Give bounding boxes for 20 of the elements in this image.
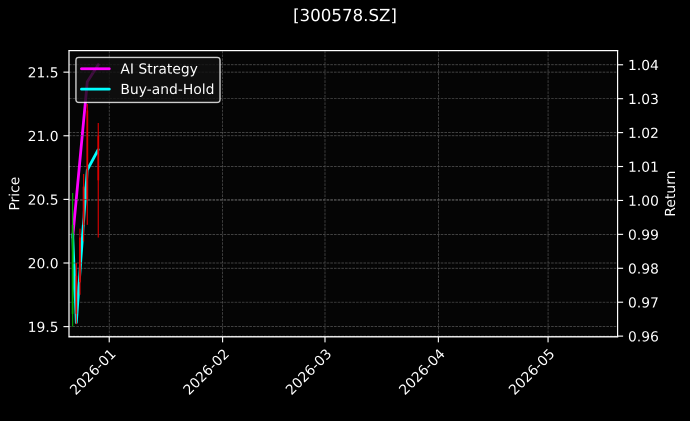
- y-axis-title: Price: [8, 177, 20, 210]
- y-tick-label: 21.5: [28, 67, 58, 78]
- y2-tick-label: 1.02: [629, 128, 658, 138]
- y2-tick-label: 1.00: [629, 195, 658, 206]
- y2-tick-label: 0.97: [628, 297, 658, 308]
- candlestick: [79, 228, 81, 296]
- y-tick-label: 20.5: [28, 194, 58, 205]
- y2-tick-label: 1.03: [629, 94, 658, 104]
- y2-tick-label: 0.99: [628, 229, 658, 240]
- y2-tick-label: 0.96: [628, 331, 658, 342]
- y-tick-label: 20.0: [28, 258, 58, 268]
- y-tick-label: 21.0: [28, 130, 58, 142]
- legend-label: AI Strategy: [120, 63, 198, 76]
- y2-tick-label: 1.04: [629, 60, 658, 70]
- y2-axis-title: Return: [664, 172, 676, 216]
- y2-tick-label: 1.01: [629, 161, 658, 172]
- chart-title: [300578.SZ]: [294, 8, 396, 24]
- y2-tick-label: 0.98: [628, 263, 658, 274]
- legend-label: Buy-and-Hold: [122, 83, 214, 97]
- y-tick-label: 19.5: [29, 322, 58, 332]
